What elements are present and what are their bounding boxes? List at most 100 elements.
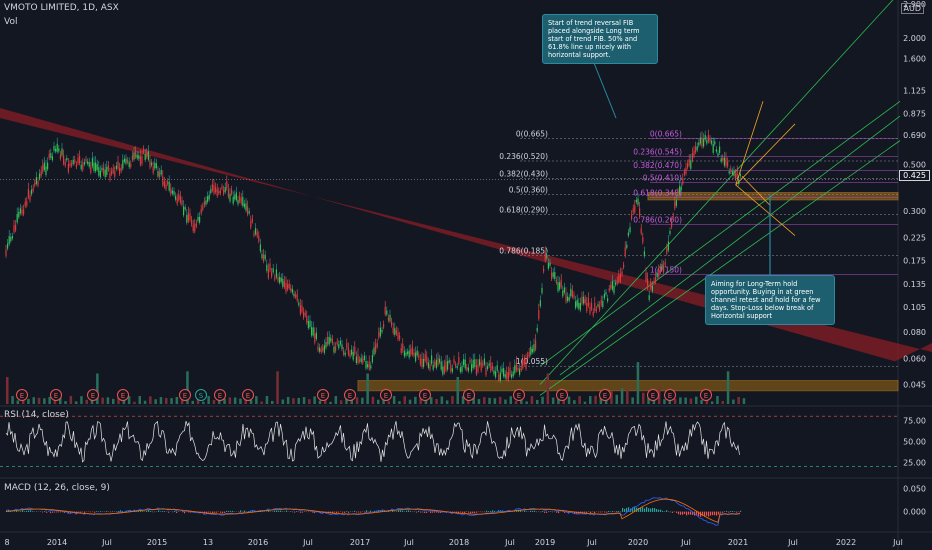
candle-body — [221, 186, 223, 189]
candle-body — [72, 159, 74, 164]
volume-bar — [165, 397, 168, 404]
macd-histogram-bar — [380, 510, 382, 512]
macd-histogram-bar — [634, 506, 636, 512]
volume-bar — [366, 373, 369, 404]
macd-histogram-bar — [678, 511, 680, 515]
candle-body — [91, 158, 93, 167]
candle-body — [21, 209, 23, 214]
earnings-marker — [647, 389, 659, 401]
price-tick-label: 0.175 — [903, 256, 926, 265]
volume-bar — [488, 397, 491, 404]
macd-histogram-bar — [286, 510, 288, 512]
candle-body — [501, 368, 503, 373]
earnings-marker — [117, 389, 129, 401]
volume-bar — [594, 395, 597, 404]
candle-body — [719, 146, 721, 153]
candle-body — [175, 196, 177, 200]
candle-body — [567, 296, 569, 301]
candle-body — [355, 356, 357, 364]
macd-histogram-bar — [730, 511, 732, 512]
candle-body — [122, 160, 124, 169]
macd-histogram-bar — [708, 511, 710, 517]
candle-body — [312, 327, 314, 336]
x-tick-label: 2021 — [728, 538, 748, 547]
earnings-marker — [556, 389, 568, 401]
candle-body — [11, 235, 13, 239]
price-tick-label: 1.125 — [903, 87, 926, 96]
macd-histogram-bar — [388, 510, 390, 512]
macd-label: MACD (12, 26, close, 9) — [4, 483, 110, 493]
macd-histogram-bar — [106, 511, 108, 512]
candle-body — [523, 359, 525, 364]
candle-body — [215, 187, 217, 193]
macd-histogram-bar — [128, 510, 130, 512]
macd-histogram-bar — [188, 511, 190, 513]
earnings-marker-label: E — [348, 392, 352, 400]
volume-bar — [445, 400, 449, 404]
candle-body — [695, 146, 697, 153]
candle-body — [680, 186, 682, 190]
macd-histogram-bar — [396, 511, 398, 512]
volume-bar — [96, 373, 99, 404]
candle-body — [293, 293, 295, 297]
candle-body — [397, 332, 399, 340]
candle-body — [448, 360, 450, 363]
macd-histogram-bar — [628, 507, 630, 512]
candle-body — [16, 213, 18, 223]
macd-histogram-bar — [648, 508, 650, 512]
candle-body — [594, 302, 596, 311]
candle-body — [75, 164, 77, 168]
candle-body — [178, 194, 180, 200]
macd-histogram-bar — [536, 511, 538, 513]
candle-body — [195, 223, 197, 227]
candle-body — [627, 232, 629, 236]
fib-long-label-2: 0.382(0.430) — [499, 169, 548, 178]
macd-histogram-bar — [494, 510, 496, 512]
candle-body — [50, 153, 52, 158]
top-annotation[interactable]: Start of trend reversal FIB placed along… — [542, 14, 658, 64]
candle-body — [547, 263, 549, 269]
candle-body — [19, 208, 21, 214]
volume-bar — [636, 362, 640, 404]
candle-body — [275, 269, 277, 278]
macd-histogram-bar — [322, 511, 324, 514]
candle-body — [245, 203, 247, 211]
earnings-marker-label: E — [668, 392, 672, 400]
volume-bar — [69, 396, 73, 404]
candle-body — [731, 171, 733, 175]
candle-body — [363, 355, 365, 360]
x-tick-label: 2017 — [350, 538, 370, 547]
earnings-marker — [380, 389, 392, 401]
candle-body — [735, 173, 737, 179]
macd-histogram-bar — [652, 507, 654, 512]
candle-body — [56, 143, 58, 152]
volume-bar — [80, 396, 83, 404]
candle-body — [114, 171, 116, 177]
macd-histogram-bar — [110, 511, 112, 513]
candle-body — [551, 272, 553, 280]
bottom-annotation[interactable]: Aiming for Long-Term hold opportunity. B… — [705, 275, 835, 325]
candle-body — [712, 143, 714, 153]
macd-tick-label: 0.050 — [903, 485, 926, 494]
volume-bar — [223, 398, 226, 404]
candle-body — [360, 357, 362, 363]
candle-body — [117, 161, 119, 169]
macd-histogram-bar — [138, 511, 140, 512]
candle-body — [248, 211, 250, 214]
candle-body — [536, 327, 538, 332]
macd-histogram-bar — [402, 510, 404, 512]
volume-bar — [239, 398, 242, 404]
candle-body — [96, 164, 98, 170]
fib-short-label-4: 0.618(0.348) — [633, 189, 682, 198]
currency-badge[interactable]: AUD — [900, 3, 924, 14]
macd-histogram-bar — [222, 511, 224, 514]
candle-body — [344, 352, 346, 356]
candle-body — [411, 346, 413, 355]
fib-long-label-4: 0.618(0.290) — [499, 205, 548, 214]
macd-histogram-bar — [616, 511, 618, 512]
macd-histogram-bar — [78, 511, 80, 513]
macd-histogram-bar — [622, 507, 624, 512]
macd-histogram-bar — [660, 509, 662, 512]
macd-histogram-bar — [206, 511, 208, 513]
